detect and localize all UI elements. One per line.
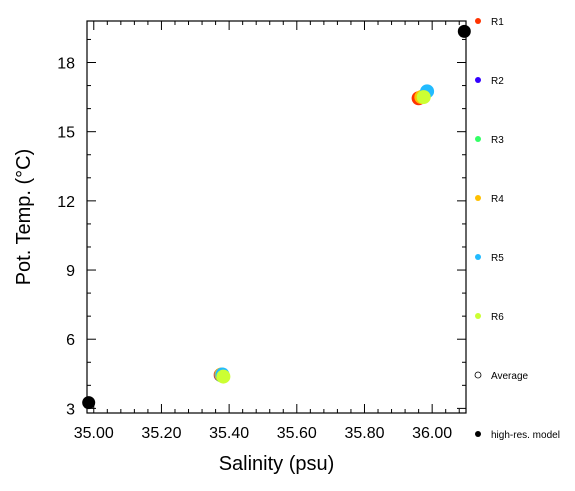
legend-label-5: R5: [491, 253, 504, 264]
legend-marker-5: [475, 254, 481, 260]
legend-marker-6: [475, 313, 481, 319]
legend-marker-8: [475, 431, 481, 437]
legend-label-1: R1: [491, 17, 504, 28]
legend-label-6: R6: [491, 312, 504, 323]
legend-label-7: Average: [491, 371, 529, 382]
data-point-8: [457, 24, 471, 38]
x-tick-label: 35.40: [209, 425, 249, 442]
legend-label-2: R2: [491, 76, 504, 87]
y-tick-label: 3: [66, 401, 75, 418]
y-tick-label: 12: [57, 194, 75, 211]
x-tick-label: 35.20: [141, 425, 181, 442]
data-point-6: [416, 90, 431, 105]
x-tick-label: 35.00: [74, 425, 114, 442]
legend-marker-3: [475, 136, 481, 142]
legend-label-8: high-res. model: [491, 430, 560, 441]
legend-marker-1: [475, 18, 481, 24]
y-tick-label: 6: [66, 332, 75, 349]
y-tick-label: 18: [57, 56, 75, 73]
x-tick-label: 35.60: [277, 425, 317, 442]
legend-marker-4: [475, 195, 481, 201]
plot-frame: [86, 20, 467, 414]
x-axis-title: Salinity (psu): [219, 453, 335, 475]
data-point-8: [82, 396, 96, 410]
x-tick-label: 35.80: [344, 425, 384, 442]
legend-label-3: R3: [491, 135, 504, 146]
legend-marker-2: [475, 77, 481, 83]
y-tick-label: 9: [66, 263, 75, 280]
legend-marker-7: [474, 371, 482, 379]
y-axis-title: Pot. Temp. (°C): [13, 149, 35, 286]
y-tick-label: 15: [57, 125, 75, 142]
legend-label-4: R4: [491, 194, 504, 205]
data-point-6: [216, 369, 231, 384]
x-tick-label: 36.00: [412, 425, 452, 442]
